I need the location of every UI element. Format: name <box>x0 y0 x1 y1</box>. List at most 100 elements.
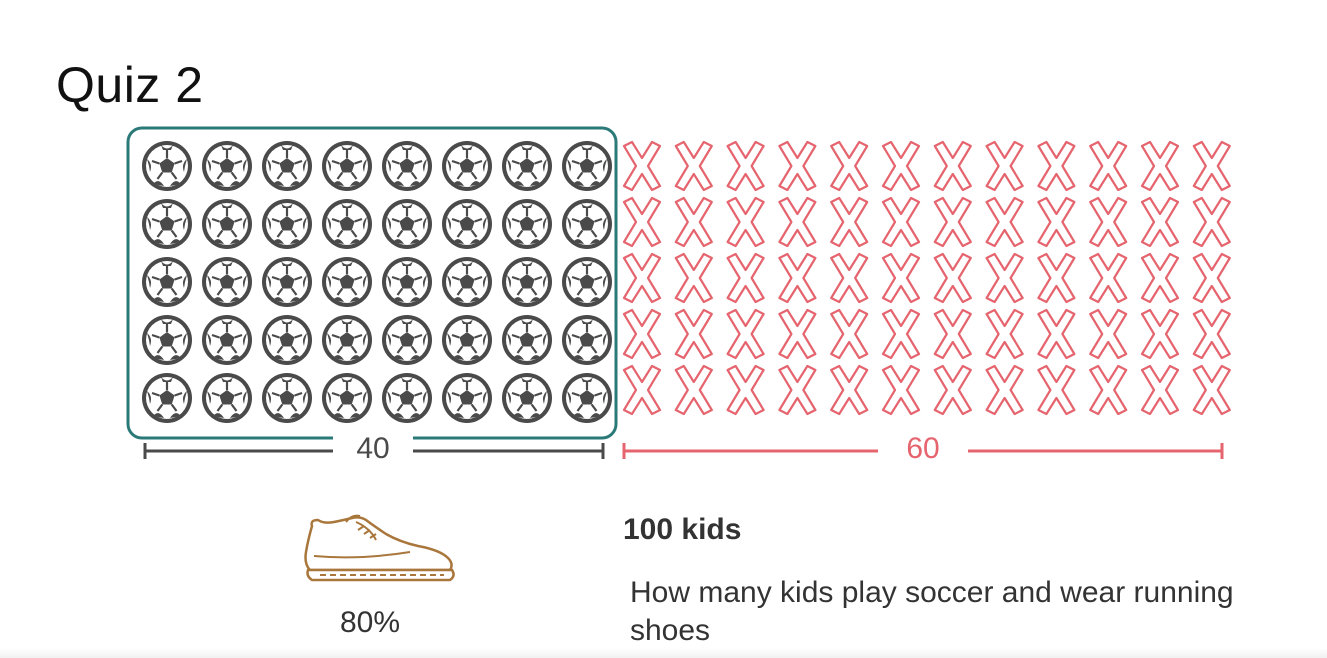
cross-icon <box>622 252 662 304</box>
cross-icon <box>1089 140 1128 192</box>
soccer-ball-icon <box>320 197 374 251</box>
soccer-ball-icon <box>500 371 554 425</box>
soccer-ball-icon <box>440 197 494 251</box>
soccer-ball-icon <box>560 139 614 193</box>
shoe-percent-label: 80% <box>339 606 401 639</box>
soccer-ball-icon <box>140 139 194 193</box>
soccer-ball-icon <box>320 255 374 309</box>
cross-icon <box>778 196 817 248</box>
cross-icon <box>726 364 765 416</box>
soccer-ball-icon <box>260 313 314 367</box>
cross-icon <box>674 196 713 248</box>
cross-icon <box>674 364 713 416</box>
cross-icon <box>778 364 817 416</box>
cross-icon <box>830 308 869 360</box>
bottom-divider <box>0 648 1327 658</box>
cross-icon <box>1140 364 1180 416</box>
cross-icon <box>1192 308 1231 360</box>
soccer-ball-icon <box>320 139 374 193</box>
cross-icon <box>985 364 1024 416</box>
cross-icon <box>622 196 662 248</box>
soccer-ball-icon <box>560 371 614 425</box>
cross-icon <box>726 308 765 360</box>
soccer-ball-icon <box>140 313 194 367</box>
cross-icon <box>985 308 1024 360</box>
cross-icon <box>1140 308 1180 360</box>
cross-icon <box>778 252 817 304</box>
cross-icon <box>1089 196 1128 248</box>
cross-icon <box>881 252 921 304</box>
cross-icon <box>985 196 1024 248</box>
cross-icon <box>1037 308 1076 360</box>
cross-icon <box>830 252 869 304</box>
slide-title: Quiz 2 <box>56 57 204 113</box>
cross-icon <box>830 364 869 416</box>
cross-icon <box>881 364 921 416</box>
soccer-ball-icon <box>440 313 494 367</box>
cross-icon <box>622 308 662 360</box>
soccer-ball-icon <box>200 197 254 251</box>
cross-icon <box>1037 252 1076 304</box>
non-soccer-count-label: 60 <box>878 432 968 466</box>
cross-icon <box>778 140 817 192</box>
cross-icon <box>1140 140 1180 192</box>
non-soccer-grid <box>622 140 1231 416</box>
cross-icon <box>881 308 921 360</box>
soccer-ball-icon <box>380 197 434 251</box>
soccer-ball-icon <box>560 313 614 367</box>
soccer-ball-icon <box>140 197 194 251</box>
cross-icon <box>1037 196 1076 248</box>
soccer-ball-icon <box>380 313 434 367</box>
soccer-ball-icon <box>200 255 254 309</box>
cross-icon <box>1037 140 1076 192</box>
soccer-ball-icon <box>200 371 254 425</box>
question-text: How many kids play soccer and wear runni… <box>630 576 1234 647</box>
cross-icon <box>674 308 713 360</box>
cross-icon <box>726 252 765 304</box>
soccer-ball-icon <box>140 371 194 425</box>
soccer-ball-icon <box>440 255 494 309</box>
soccer-ball-icon <box>440 139 494 193</box>
cross-icon <box>778 308 817 360</box>
cross-icon <box>1089 308 1128 360</box>
cross-icon <box>933 364 972 416</box>
cross-icon <box>1192 364 1231 416</box>
cross-icon <box>1140 252 1180 304</box>
soccer-ball-icon <box>380 139 434 193</box>
cross-icon <box>1089 252 1128 304</box>
cross-icon <box>985 252 1024 304</box>
soccer-ball-grid <box>140 139 614 425</box>
soccer-ball-icon <box>260 371 314 425</box>
cross-icon <box>933 196 972 248</box>
soccer-ball-icon <box>260 255 314 309</box>
soccer-ball-icon <box>260 139 314 193</box>
cross-icon <box>1037 364 1076 416</box>
cross-icon <box>1089 364 1128 416</box>
cross-icon <box>881 196 921 248</box>
running-shoe-icon <box>300 512 458 588</box>
soccer-ball-icon <box>200 139 254 193</box>
cross-icon <box>933 252 972 304</box>
cross-icon <box>622 364 662 416</box>
soccer-ball-icon <box>320 313 374 367</box>
cross-icon <box>830 140 869 192</box>
cross-icon <box>622 140 662 192</box>
cross-icon <box>1192 196 1231 248</box>
cross-icon <box>1192 140 1231 192</box>
cross-icon <box>881 140 921 192</box>
soccer-ball-icon <box>500 139 554 193</box>
soccer-ball-icon <box>200 313 254 367</box>
soccer-ball-icon <box>560 255 614 309</box>
soccer-ball-icon <box>500 255 554 309</box>
soccer-ball-icon <box>500 197 554 251</box>
soccer-ball-icon <box>140 255 194 309</box>
cross-icon <box>985 140 1024 192</box>
soccer-ball-icon <box>380 371 434 425</box>
soccer-ball-icon <box>500 313 554 367</box>
soccer-ball-icon <box>560 197 614 251</box>
soccer-ball-icon <box>260 197 314 251</box>
cross-icon <box>830 196 869 248</box>
total-kids-label: 100 kids <box>623 513 742 546</box>
